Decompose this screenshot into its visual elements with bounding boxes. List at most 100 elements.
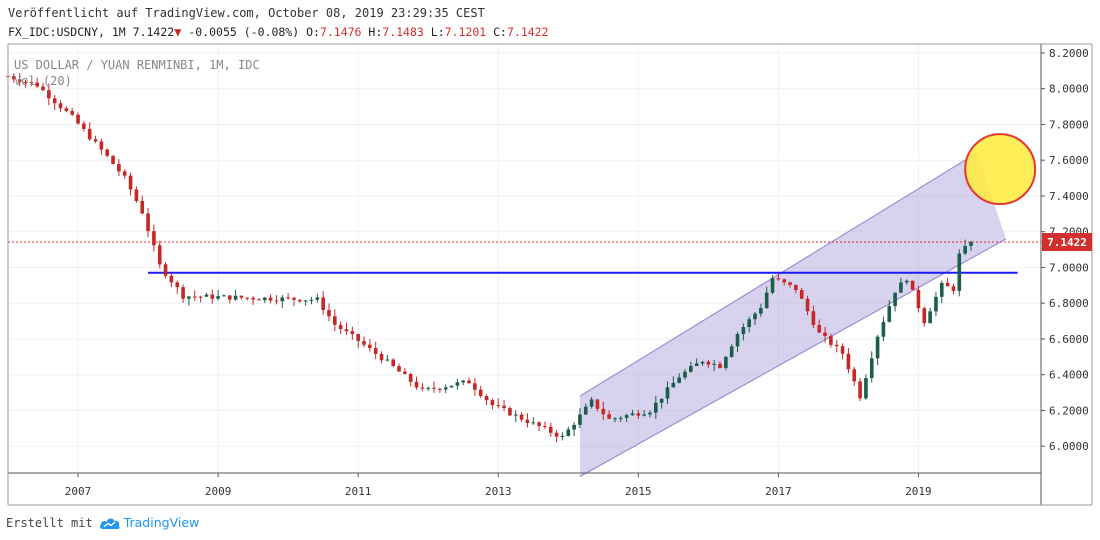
candle-body (414, 381, 419, 388)
candle-body (706, 361, 711, 365)
candle-body (333, 316, 337, 325)
candle-body (274, 300, 279, 302)
candle-body (753, 313, 757, 320)
candle-body (443, 387, 448, 390)
candle-body (671, 382, 676, 388)
candle-body (397, 365, 401, 372)
candle-body (76, 114, 80, 124)
candle-body (47, 90, 51, 99)
candle-body (963, 245, 967, 254)
candle-body (449, 385, 454, 388)
candle-body (41, 86, 45, 91)
candle-body (122, 171, 127, 176)
candle-body (554, 432, 559, 437)
candle-body (829, 335, 833, 345)
candle-body (618, 417, 623, 419)
candle-body (852, 369, 857, 382)
candle-body (875, 336, 880, 359)
candle-body (648, 412, 652, 415)
candle-body (327, 309, 331, 317)
candle-body (799, 290, 804, 299)
candle-body (583, 406, 588, 415)
candle-body (204, 294, 209, 297)
candle-body (887, 306, 892, 322)
candle-body (478, 389, 483, 396)
candle-body (64, 108, 69, 112)
y-tick-label: 7.4000 (1049, 190, 1089, 203)
chart-title: US DOLLAR / YUAN RENMINBI, 1M, IDC (14, 58, 260, 72)
candle-body (694, 363, 699, 367)
candle-body (391, 359, 395, 366)
candle-body (210, 294, 215, 299)
candle-body (111, 155, 115, 165)
candle-body (654, 402, 658, 413)
trend-channel[interactable] (579, 152, 1007, 478)
candle-body (128, 175, 133, 190)
change-value: -0.0055 (-0.08%) (188, 25, 300, 39)
candle-body (268, 297, 273, 301)
candle-body (881, 321, 886, 337)
volume-indicator-label[interactable]: Vol (20) (14, 74, 72, 88)
y-tick-label: 7.8000 (1049, 118, 1089, 131)
candle-body (70, 111, 75, 115)
candle-body (163, 264, 168, 276)
candle-body (134, 189, 139, 201)
open-value: 7.1476 (319, 25, 362, 39)
candle-body (181, 287, 185, 299)
candle-body (869, 358, 874, 379)
candle-body (58, 103, 63, 109)
candle-body (216, 296, 220, 299)
candle-body (152, 231, 156, 246)
candle-body (537, 422, 541, 427)
candle-body (140, 200, 145, 214)
candle-body (227, 295, 232, 300)
candle-body (29, 82, 34, 84)
candle-body (589, 399, 594, 407)
candle-body (187, 296, 191, 299)
x-tick-label: 2013 (485, 485, 512, 498)
candle-body (461, 380, 466, 383)
channel-lower-line (579, 238, 1007, 478)
candle-body (700, 361, 705, 364)
candle-body (747, 319, 752, 328)
symbol-label: FX_IDC:USDCNY, 1M (8, 25, 126, 39)
brand-label: TradingView (123, 515, 200, 530)
candle-body (560, 435, 565, 437)
candle-body (93, 139, 98, 142)
candle-body (805, 298, 810, 312)
cloud-chart-icon (99, 517, 120, 529)
candle-body (222, 295, 226, 297)
candle-body (12, 76, 16, 80)
candle-body (659, 398, 664, 403)
y-tick-label: 8.0000 (1049, 83, 1089, 96)
candle-body (525, 419, 530, 423)
candle-body (817, 324, 822, 333)
low-value: 7.1201 (444, 25, 487, 39)
candle-body (484, 395, 489, 401)
candle-body (157, 245, 162, 265)
y-tick-label: 6.4000 (1049, 369, 1089, 382)
y-tick-label: 7.0000 (1049, 261, 1089, 274)
candle-body (846, 353, 851, 370)
candle-body (297, 299, 302, 302)
highlight-circle[interactable] (964, 133, 1037, 206)
made-with-label: Erstellt mit (6, 515, 93, 530)
candle-body (192, 296, 197, 298)
candle-body (286, 297, 290, 299)
candle-body (344, 329, 349, 332)
candle-body (729, 346, 734, 357)
candle-body (665, 387, 670, 399)
candle-body (934, 296, 938, 312)
last-value: 7.1422 (132, 25, 175, 39)
candle-body (683, 371, 687, 378)
candle-body (467, 380, 471, 384)
tradingview-logo[interactable]: TradingView (99, 515, 200, 530)
candle-body (572, 424, 576, 430)
candle-body (764, 292, 769, 309)
candle-body (368, 344, 372, 348)
candle-body (607, 414, 611, 419)
candle-body (724, 356, 728, 368)
candle-body (840, 346, 845, 354)
candle-body (373, 347, 378, 354)
